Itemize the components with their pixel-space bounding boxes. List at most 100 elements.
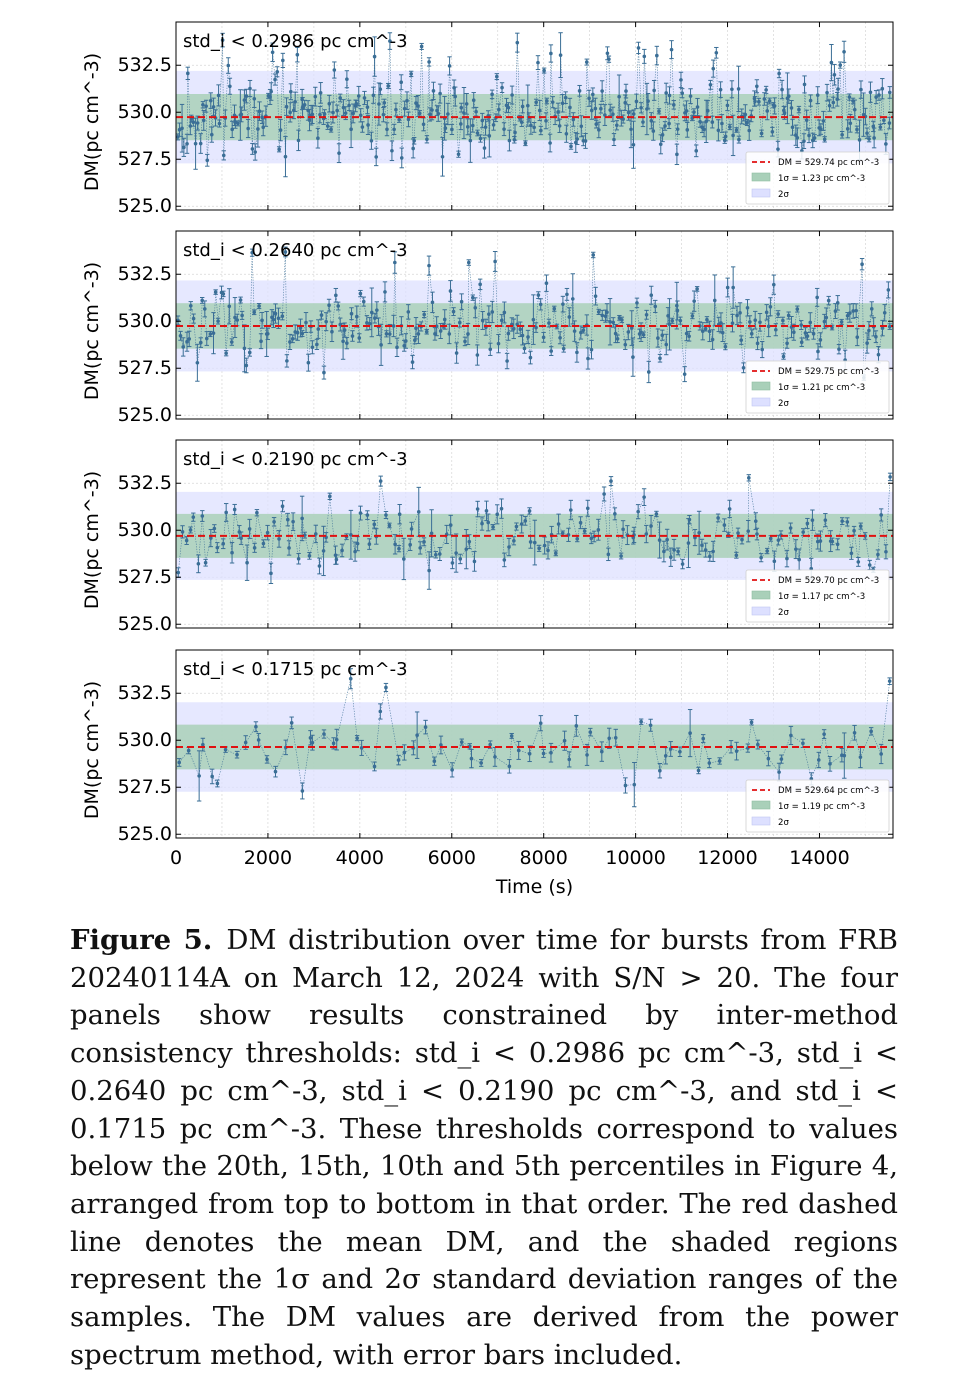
data-series bbox=[176, 32, 892, 178]
legend-label: DM = 529.64 pc cm^-3 bbox=[778, 786, 879, 796]
data-point bbox=[409, 72, 413, 76]
data-point bbox=[423, 725, 428, 729]
data-point bbox=[341, 105, 346, 110]
data-point bbox=[680, 562, 685, 566]
data-point bbox=[523, 519, 528, 523]
data-point bbox=[872, 136, 876, 140]
data-point bbox=[596, 310, 601, 314]
legend: DM = 529.70 pc cm^-3 1σ = 1.17 pc cm^-3 2σ bbox=[745, 569, 890, 623]
data-point bbox=[593, 106, 598, 111]
data-point bbox=[359, 746, 364, 750]
data-point bbox=[247, 527, 252, 531]
data-point bbox=[626, 330, 631, 334]
caption-text: DM distribution over time for bursts fro… bbox=[70, 924, 898, 1371]
data-point bbox=[412, 138, 416, 143]
data-point bbox=[665, 537, 669, 542]
data-point bbox=[805, 334, 810, 338]
data-point bbox=[753, 318, 758, 322]
data-point bbox=[272, 520, 276, 524]
data-point bbox=[422, 312, 426, 317]
data-point bbox=[611, 320, 616, 325]
data-point bbox=[410, 360, 415, 364]
data-point bbox=[347, 103, 351, 108]
data-point bbox=[884, 142, 888, 146]
data-point bbox=[475, 131, 480, 135]
data-point bbox=[631, 142, 636, 147]
data-point bbox=[337, 151, 341, 155]
data-point bbox=[887, 679, 892, 683]
data-point bbox=[290, 336, 295, 341]
data-point bbox=[621, 117, 625, 121]
data-point bbox=[327, 303, 331, 308]
data-point bbox=[358, 113, 363, 118]
data-point bbox=[642, 495, 646, 499]
data-point bbox=[437, 552, 442, 556]
data-point bbox=[710, 120, 715, 124]
data-point bbox=[399, 80, 404, 85]
data-point bbox=[756, 742, 760, 747]
data-point bbox=[310, 740, 315, 745]
data-point bbox=[378, 479, 383, 483]
data-point bbox=[427, 60, 431, 64]
data-point bbox=[588, 730, 593, 734]
figure-caption: Figure 5. DM distribution over time for b… bbox=[70, 922, 898, 1374]
data-point bbox=[746, 529, 751, 533]
data-point bbox=[482, 146, 487, 150]
data-point bbox=[247, 350, 252, 355]
data-point bbox=[178, 334, 183, 338]
data-point bbox=[607, 57, 611, 61]
data-point bbox=[561, 346, 566, 351]
data-point bbox=[556, 522, 561, 526]
data-point bbox=[224, 510, 228, 515]
data-point bbox=[617, 94, 621, 99]
data-point bbox=[753, 99, 757, 104]
data-point bbox=[322, 112, 327, 116]
x-tick-label: 10000 bbox=[605, 847, 665, 869]
data-point bbox=[781, 354, 786, 359]
data-point bbox=[322, 370, 326, 375]
data-point bbox=[334, 737, 339, 742]
data-point bbox=[537, 546, 541, 551]
data-point bbox=[520, 333, 525, 338]
data-point bbox=[300, 331, 305, 336]
data-point bbox=[804, 118, 809, 122]
data-point bbox=[334, 293, 338, 298]
data-point bbox=[287, 546, 291, 550]
data-point bbox=[685, 128, 690, 132]
data-point bbox=[291, 519, 295, 524]
data-point bbox=[201, 102, 205, 107]
data-point bbox=[792, 330, 796, 335]
data-point bbox=[849, 551, 854, 556]
data-point bbox=[799, 340, 804, 345]
data-point bbox=[639, 719, 643, 724]
data-point bbox=[711, 549, 715, 554]
data-point bbox=[755, 341, 760, 346]
data-point bbox=[536, 293, 541, 297]
data-point bbox=[235, 318, 240, 322]
data-point bbox=[541, 335, 546, 340]
data-point bbox=[402, 750, 407, 755]
data-point bbox=[450, 561, 455, 565]
data-point bbox=[765, 549, 769, 553]
data-point bbox=[419, 44, 424, 49]
data-point bbox=[221, 153, 226, 158]
legend-label: 1σ = 1.23 pc cm^-3 bbox=[778, 174, 865, 184]
data-point bbox=[261, 541, 266, 546]
data-point bbox=[877, 93, 881, 97]
legend-label: DM = 529.75 pc cm^-3 bbox=[778, 367, 879, 377]
data-point bbox=[852, 730, 857, 735]
data-point bbox=[635, 301, 639, 305]
data-point bbox=[484, 509, 489, 513]
y-tick-label: 532.5 bbox=[118, 682, 172, 704]
data-point bbox=[491, 123, 496, 127]
data-point bbox=[591, 253, 596, 257]
data-point bbox=[235, 752, 239, 757]
data-point bbox=[538, 721, 543, 726]
data-point bbox=[678, 749, 682, 754]
data-point bbox=[354, 101, 359, 106]
data-point bbox=[802, 139, 806, 143]
data-point bbox=[187, 337, 192, 341]
data-point bbox=[822, 732, 826, 736]
data-point bbox=[534, 325, 538, 330]
data-point bbox=[859, 87, 863, 92]
